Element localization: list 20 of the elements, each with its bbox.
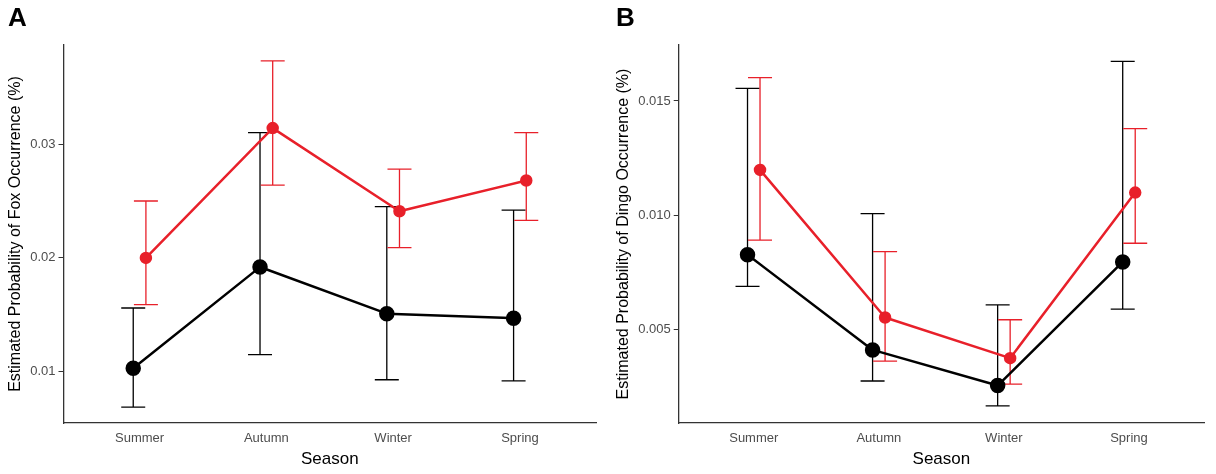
- chart-title: A: [8, 2, 27, 33]
- y-tick-label: 0.010: [638, 206, 671, 222]
- x-tick-label: Autumn: [856, 430, 902, 446]
- y-tick-label: 0.01: [30, 363, 56, 379]
- x-tick-label: Summer: [729, 430, 779, 446]
- x-tick-label: Winter: [985, 430, 1024, 446]
- x-tick-label: Spring: [1110, 430, 1148, 446]
- x-tick-label: Autumn: [243, 430, 289, 446]
- y-tick-label: 0.02: [30, 249, 56, 265]
- x-axis-title: Season: [912, 449, 971, 469]
- x-tick-label: Spring: [501, 430, 539, 446]
- y-tick-label: 0.015: [638, 92, 671, 108]
- y-axis-title: Estimated Probability of Fox Occurrence (%): [6, 76, 24, 392]
- x-axis-title: Season: [300, 449, 359, 469]
- x-tick-label: Winter: [374, 430, 413, 446]
- y-axis-title: Estimated Probability of Dingo Occurrence (%): [614, 68, 632, 400]
- y-tick-label: 0.005: [638, 320, 671, 336]
- y-tick-label: 0.03: [30, 135, 56, 151]
- chart-title: B: [616, 2, 635, 33]
- x-tick-label: Summer: [115, 430, 165, 446]
